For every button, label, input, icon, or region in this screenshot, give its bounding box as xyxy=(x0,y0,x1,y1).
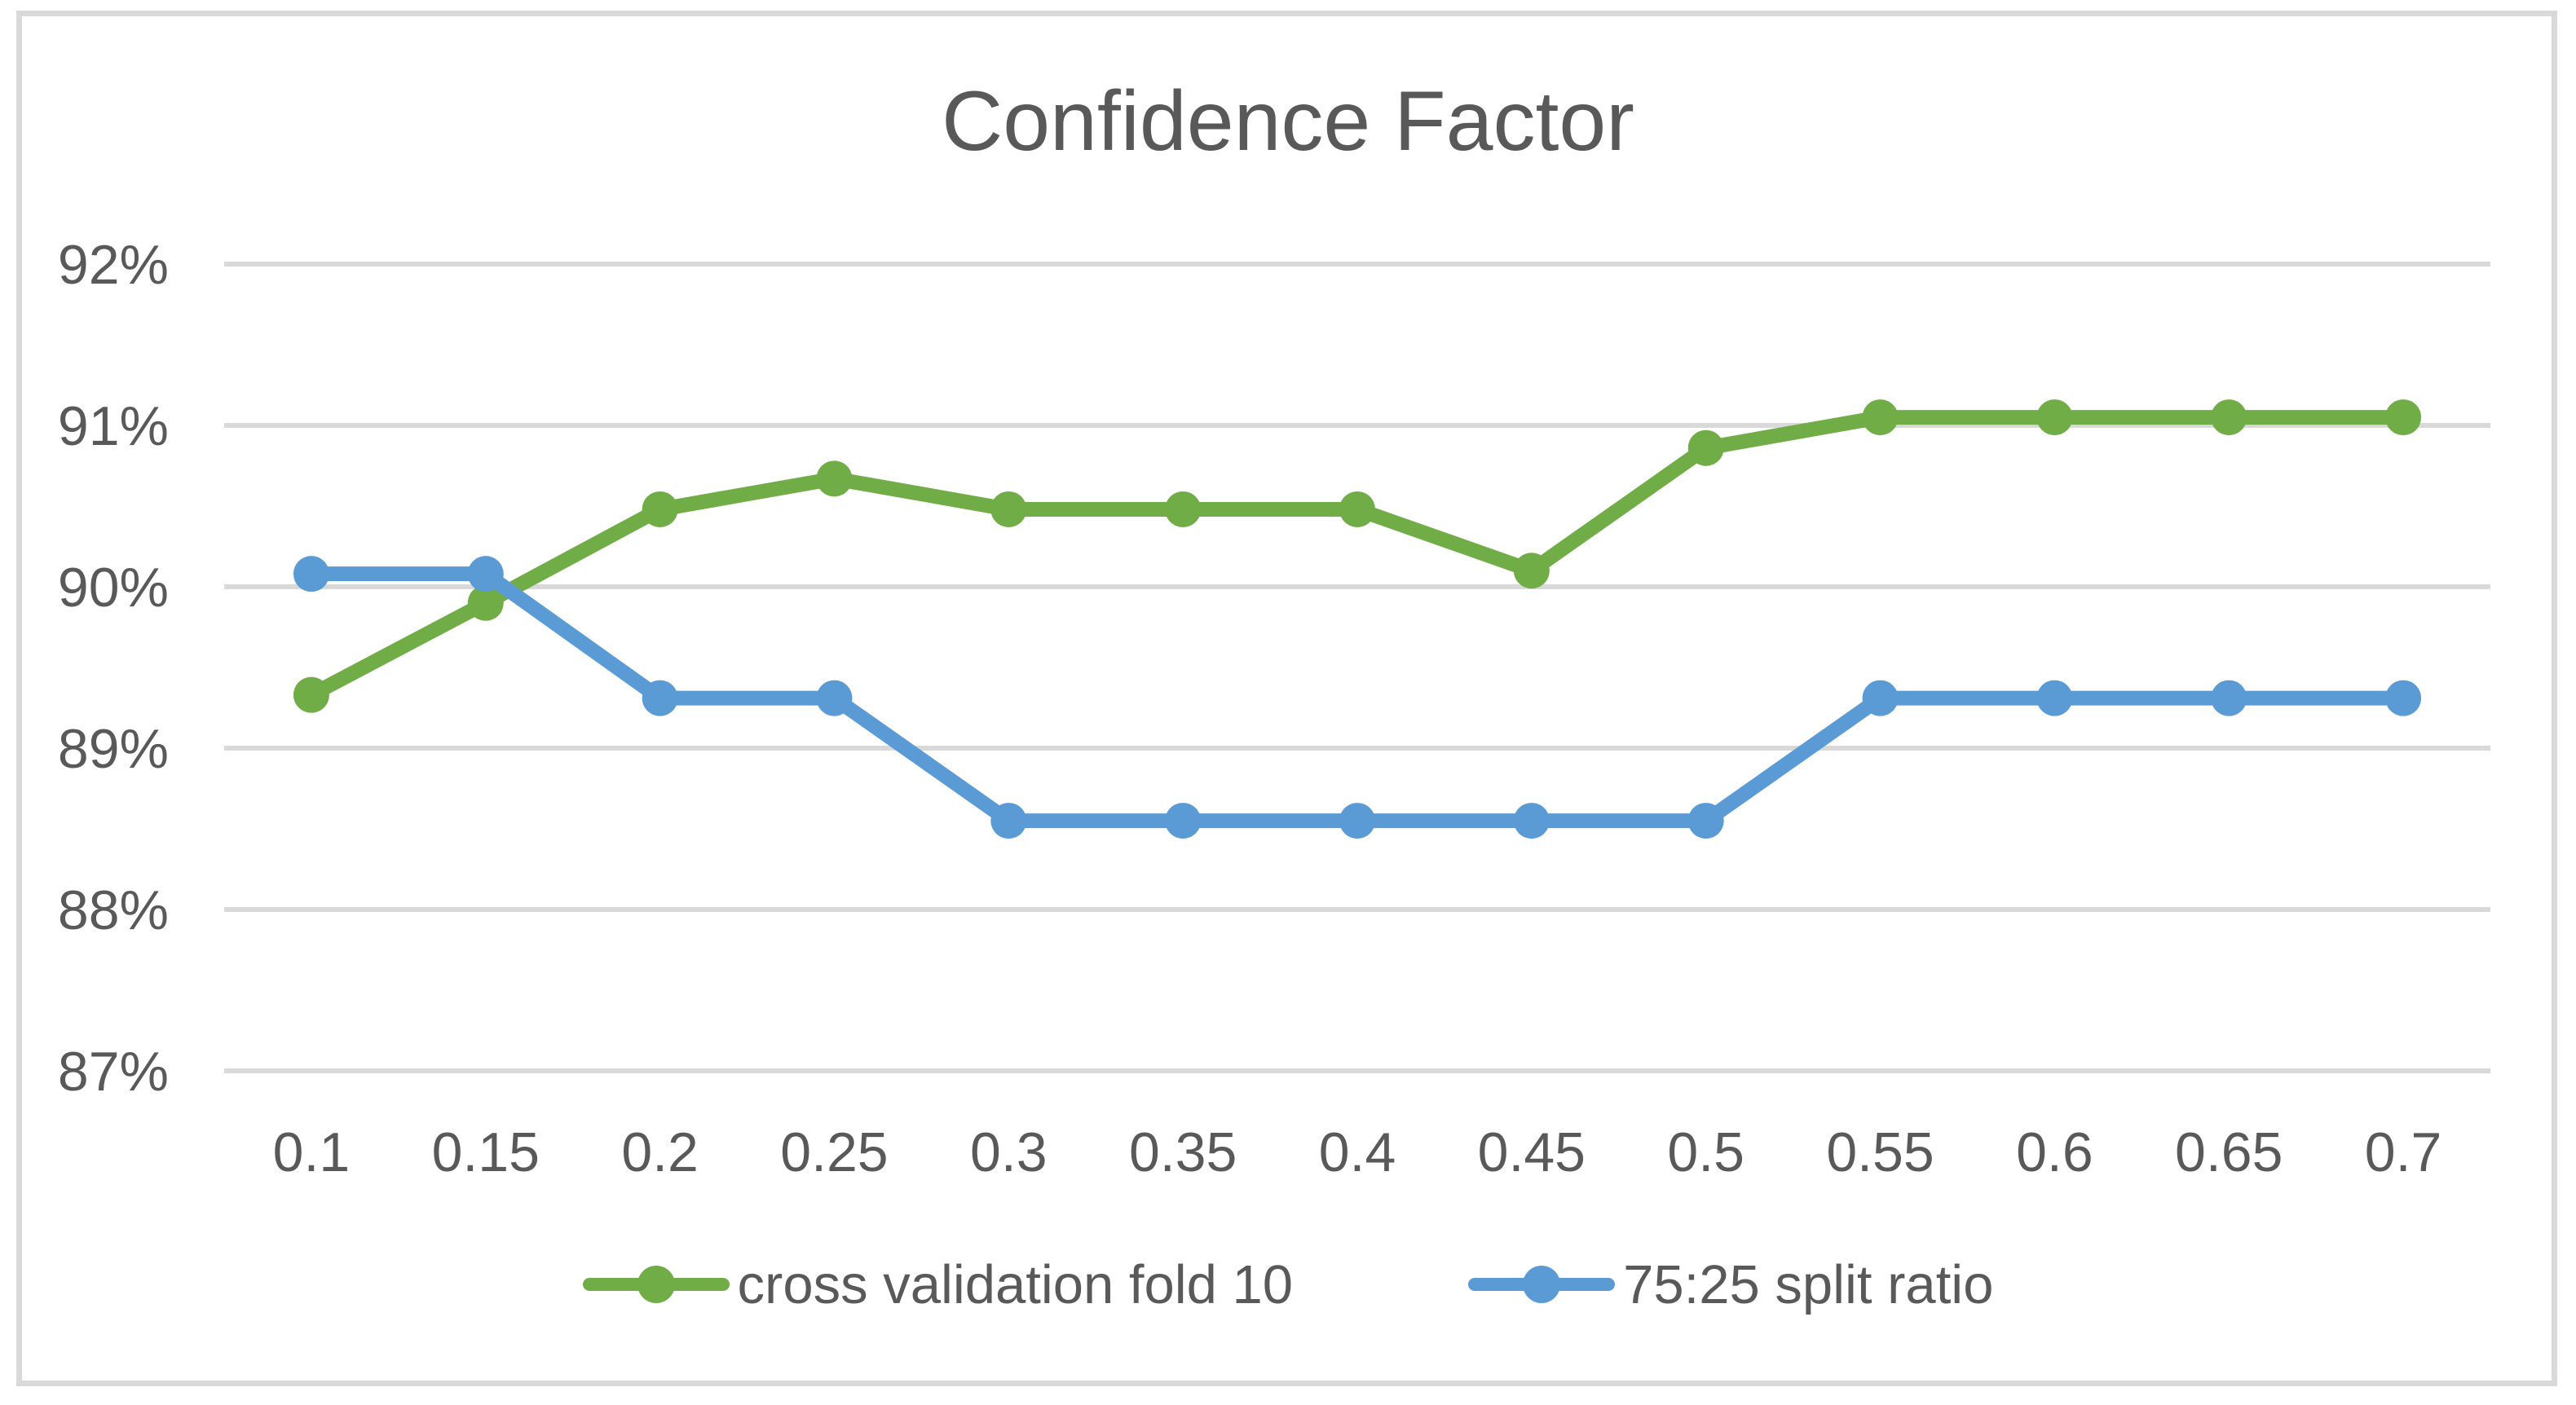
chart-title: Confidence Factor xyxy=(942,74,1634,169)
x-axis-tick-label: 0.7 xyxy=(2365,1121,2442,1183)
series-marker-cross-validation-fold-10-0.15 xyxy=(467,584,504,621)
series-line-75-25-split-ratio xyxy=(303,566,2411,829)
x-axis-tick-label: 0.55 xyxy=(1826,1121,1934,1183)
x-axis-tick-label: 0.6 xyxy=(2016,1121,2093,1183)
series-marker-75-25-split-ratio-0.3 xyxy=(990,803,1027,839)
legend-marker-blue-line-icon xyxy=(1468,1266,1616,1303)
series-marker-cross-validation-fold-10-0.45 xyxy=(1513,553,1550,589)
series-marker-75-25-split-ratio-0.15 xyxy=(467,556,504,592)
x-axis-tick-label: 0.65 xyxy=(2175,1121,2283,1183)
series-marker-cross-validation-fold-10-0.4 xyxy=(1339,491,1375,527)
series-marker-75-25-split-ratio-0.1 xyxy=(293,556,329,592)
y-axis-tick-label: 89% xyxy=(58,718,169,780)
series-marker-cross-validation-fold-10-0.3 xyxy=(990,491,1027,527)
series-marker-75-25-split-ratio-0.65 xyxy=(2211,680,2247,716)
x-axis-tick-label: 0.5 xyxy=(1667,1121,1745,1183)
y-axis-tick-label: 88% xyxy=(58,879,169,941)
legend-label-75-25-split-ratio: 75:25 split ratio xyxy=(1623,1253,1994,1315)
x-axis-tick-label: 0.25 xyxy=(780,1121,888,1183)
legend-item-cross-validation-fold-10: cross validation fold 10 xyxy=(582,1246,1294,1323)
series-marker-75-25-split-ratio-0.4 xyxy=(1339,803,1375,839)
legend-label-cross-validation-fold-10: cross validation fold 10 xyxy=(737,1253,1294,1315)
series-marker-75-25-split-ratio-0.5 xyxy=(1687,803,1724,839)
series-marker-75-25-split-ratio-0.6 xyxy=(2036,680,2073,716)
series-line-cross-validation-fold-10 xyxy=(303,410,2411,702)
series-marker-cross-validation-fold-10-0.6 xyxy=(2036,399,2073,436)
x-axis-tick-label: 0.3 xyxy=(970,1121,1048,1183)
y-axis-tick-label: 90% xyxy=(58,557,169,619)
y-axis-tick-label: 91% xyxy=(58,395,169,457)
x-axis-tick-label: 0.2 xyxy=(621,1121,699,1183)
chart-legend: cross validation fold 10 75:25 split rat… xyxy=(0,1246,2576,1323)
series-marker-cross-validation-fold-10-0.7 xyxy=(2385,399,2422,436)
series-marker-cross-validation-fold-10-0.35 xyxy=(1165,491,1202,527)
series-marker-cross-validation-fold-10-0.2 xyxy=(642,491,678,527)
series-marker-cross-validation-fold-10-0.1 xyxy=(293,676,329,713)
y-axis-tick-label: 87% xyxy=(58,1041,169,1103)
x-axis-tick-label: 0.1 xyxy=(273,1121,351,1183)
series-marker-cross-validation-fold-10-0.5 xyxy=(1687,429,1724,466)
legend-item-75-25-split-ratio: 75:25 split ratio xyxy=(1468,1246,1993,1323)
series-marker-75-25-split-ratio-0.35 xyxy=(1165,803,1202,839)
series-marker-75-25-split-ratio-0.25 xyxy=(816,680,853,716)
x-axis-tick-label: 0.4 xyxy=(1319,1121,1396,1183)
series-marker-75-25-split-ratio-0.45 xyxy=(1513,803,1550,839)
series-marker-75-25-split-ratio-0.7 xyxy=(2385,680,2422,716)
x-axis-tick-label: 0.15 xyxy=(432,1121,540,1183)
series-marker-cross-validation-fold-10-0.25 xyxy=(816,460,853,497)
x-axis-tick-label: 0.35 xyxy=(1129,1121,1237,1183)
series-marker-cross-validation-fold-10-0.65 xyxy=(2211,399,2247,436)
series-marker-75-25-split-ratio-0.55 xyxy=(1862,680,1899,716)
y-axis-tick-label: 92% xyxy=(58,234,169,296)
series-marker-cross-validation-fold-10-0.55 xyxy=(1862,399,1899,436)
legend-marker-green-line-icon xyxy=(582,1266,730,1303)
x-axis-tick-label: 0.45 xyxy=(1478,1121,1586,1183)
series-marker-75-25-split-ratio-0.2 xyxy=(642,680,678,716)
